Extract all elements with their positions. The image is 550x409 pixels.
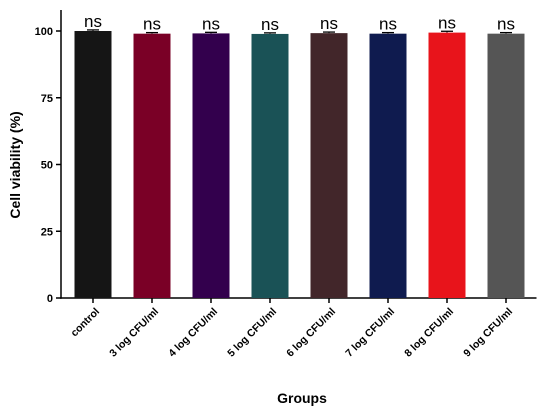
category-label-7: 8 log CFU/ml: [402, 306, 456, 360]
bar-5: [310, 33, 348, 299]
bar-1: [74, 31, 112, 298]
significance-label-4: ns: [261, 15, 279, 34]
category-label-1: control: [68, 306, 102, 340]
y-axis-title: Cell viability (%): [7, 111, 23, 218]
category-label-5: 6 log CFU/ml: [284, 306, 338, 360]
bar-8: [487, 33, 525, 299]
category-label-3: 4 log CFU/ml: [166, 306, 220, 360]
category-label-6: 7 log CFU/ml: [343, 306, 397, 360]
significance-label-3: ns: [202, 14, 220, 33]
bar-4: [251, 33, 289, 298]
significance-label-7: ns: [438, 13, 456, 32]
category-label-4: 5 log CFU/ml: [225, 306, 279, 360]
category-label-8: 9 log CFU/ml: [461, 306, 515, 360]
bars: [74, 29, 525, 299]
bar-7: [428, 32, 466, 299]
y-tick-label-50: 50: [41, 160, 53, 172]
significance-label-1: ns: [84, 12, 102, 31]
bar-6: [369, 33, 407, 299]
category-label-2: 3 log CFU/ml: [107, 306, 161, 360]
significance-label-6: ns: [379, 15, 397, 34]
y-tick-label-75: 75: [41, 93, 53, 105]
x-axis-title: Groups: [277, 390, 327, 406]
significance-label-2: ns: [143, 15, 161, 34]
bar-3: [192, 33, 230, 298]
y-tick-label-100: 100: [35, 26, 53, 38]
significance-label-8: ns: [497, 15, 515, 34]
bar-2: [133, 33, 171, 299]
significance-label-5: ns: [320, 14, 338, 33]
y-tick-label-25: 25: [41, 226, 53, 238]
y-tick-label-0: 0: [47, 293, 53, 305]
